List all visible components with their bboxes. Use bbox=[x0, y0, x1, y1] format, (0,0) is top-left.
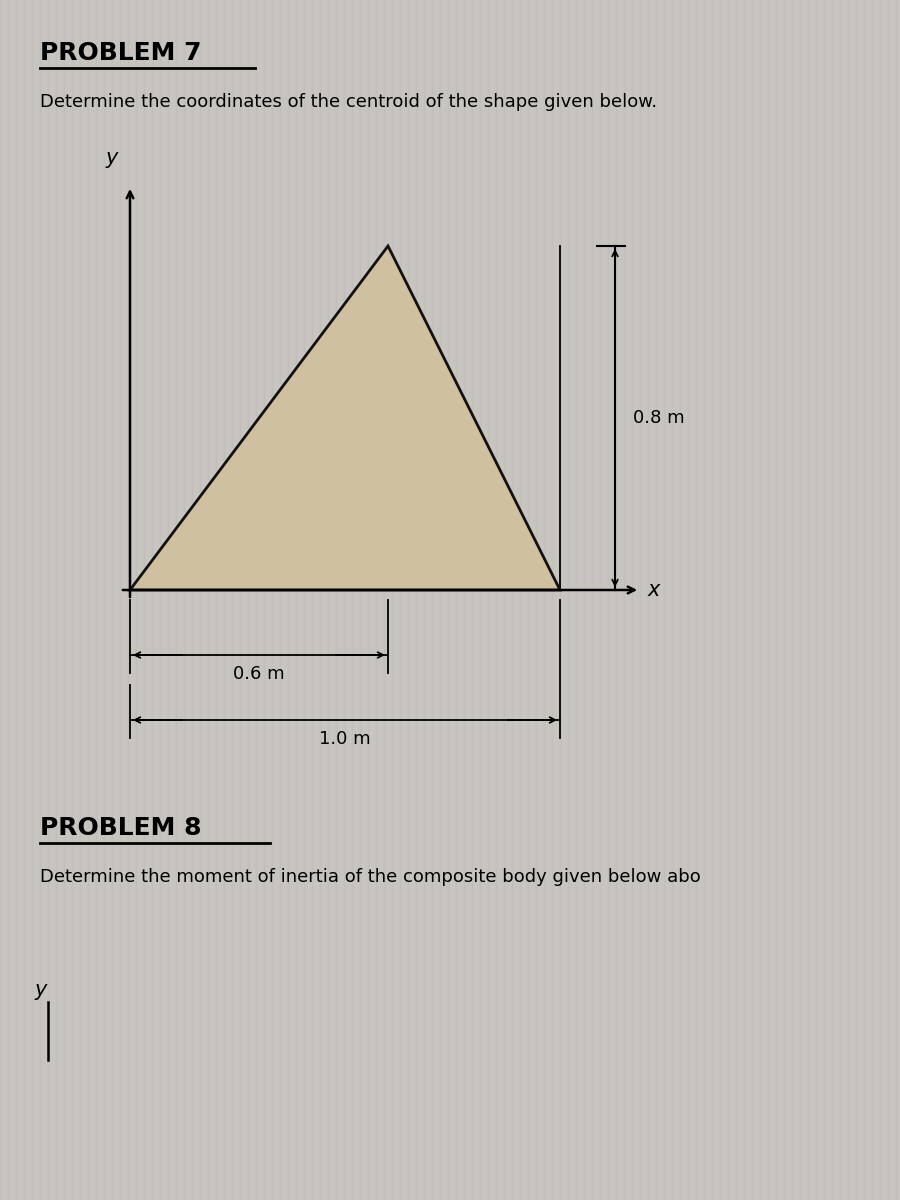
Text: Determine the moment of inertia of the composite body given below abo: Determine the moment of inertia of the c… bbox=[40, 868, 701, 886]
Text: y: y bbox=[105, 148, 118, 168]
Text: 0.6 m: 0.6 m bbox=[233, 665, 284, 683]
Text: PROBLEM 7: PROBLEM 7 bbox=[40, 41, 202, 65]
Text: Determine the coordinates of the centroid of the shape given below.: Determine the coordinates of the centroi… bbox=[40, 92, 657, 110]
Text: y: y bbox=[35, 980, 48, 1000]
Text: x: x bbox=[648, 580, 661, 600]
Text: PROBLEM 8: PROBLEM 8 bbox=[40, 816, 202, 840]
Text: 0.8 m: 0.8 m bbox=[633, 409, 685, 427]
Polygon shape bbox=[130, 246, 560, 590]
Text: 1.0 m: 1.0 m bbox=[320, 730, 371, 748]
